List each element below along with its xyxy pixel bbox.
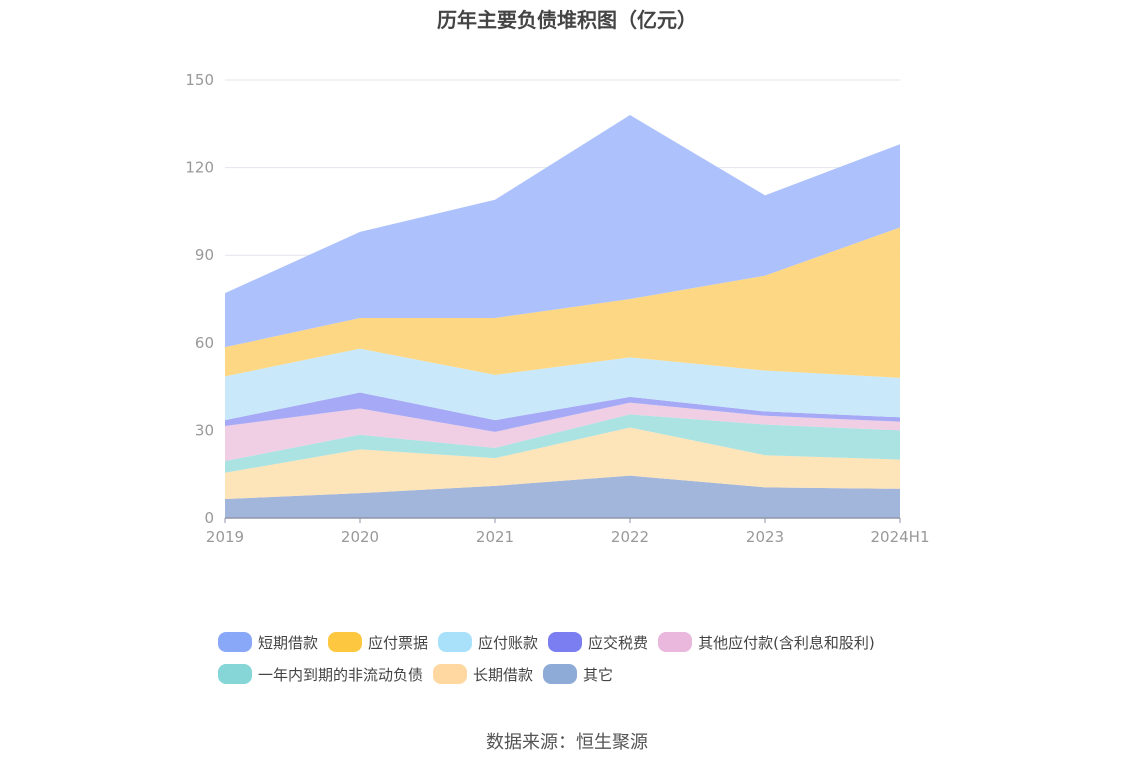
series-area <box>225 402 900 462</box>
legend-item[interactable]: 长期借款 <box>433 662 533 686</box>
legend-label: 应付票据 <box>368 633 429 652</box>
chart-title: 历年主要负债堆积图（亿元） <box>437 8 697 32</box>
legend-label: 其它 <box>583 665 614 684</box>
legend-swatch <box>658 632 693 652</box>
legend-label: 应交税费 <box>588 633 649 652</box>
series-area <box>225 227 900 378</box>
y-tick-label: 120 <box>185 159 214 177</box>
x-tick-label: 2023 <box>746 528 784 546</box>
legend-label: 短期借款 <box>258 633 319 652</box>
series-area <box>225 392 900 432</box>
legend-swatch <box>328 632 363 652</box>
series-area <box>225 115 900 348</box>
series-area <box>225 475 900 518</box>
legend-item[interactable]: 应付账款 <box>438 630 538 654</box>
legend-swatch <box>218 664 252 684</box>
legend-label: 应付账款 <box>478 633 539 652</box>
legend-label: 一年内到期的非流动负债 <box>258 665 424 684</box>
y-tick-label: 60 <box>195 334 214 352</box>
legend-swatch <box>433 664 468 684</box>
y-tick-label: 0 <box>204 509 214 527</box>
legend-swatch <box>543 664 578 684</box>
legend-item[interactable]: 其它 <box>543 662 613 686</box>
legend-item[interactable]: 应付票据 <box>328 630 428 654</box>
legend-item[interactable]: 其他应付款(含利息和股利) <box>658 630 875 654</box>
legend-label: 长期借款 <box>473 665 534 684</box>
x-tick-label: 2022 <box>611 528 649 546</box>
legend-label: 其他应付款(含利息和股利) <box>698 633 875 652</box>
legend-swatch <box>438 632 473 652</box>
legend-swatch <box>218 632 252 652</box>
x-tick-label: 2020 <box>341 528 379 546</box>
legend-swatch <box>548 632 583 652</box>
x-tick-label: 2021 <box>476 528 514 546</box>
legend-item[interactable]: 短期借款 <box>218 630 318 654</box>
series-area <box>225 414 900 473</box>
legend-item[interactable]: 一年内到期的非流动负债 <box>218 662 423 686</box>
legend-item[interactable]: 应交税费 <box>548 630 648 654</box>
series-area <box>225 348 900 421</box>
y-tick-label: 90 <box>195 246 214 264</box>
series-area <box>225 427 900 500</box>
x-tick-label: 2024H1 <box>871 528 930 546</box>
x-tick-label: 2019 <box>206 528 244 546</box>
y-tick-label: 150 <box>185 71 214 89</box>
y-tick-label: 30 <box>195 421 214 439</box>
data-source: 数据来源：恒生聚源 <box>486 732 648 753</box>
legend: 短期借款 应付票据 应付账款 应交税费 其他应付款(含利息和股利) 一年内到期的非流动负债… <box>218 630 938 686</box>
